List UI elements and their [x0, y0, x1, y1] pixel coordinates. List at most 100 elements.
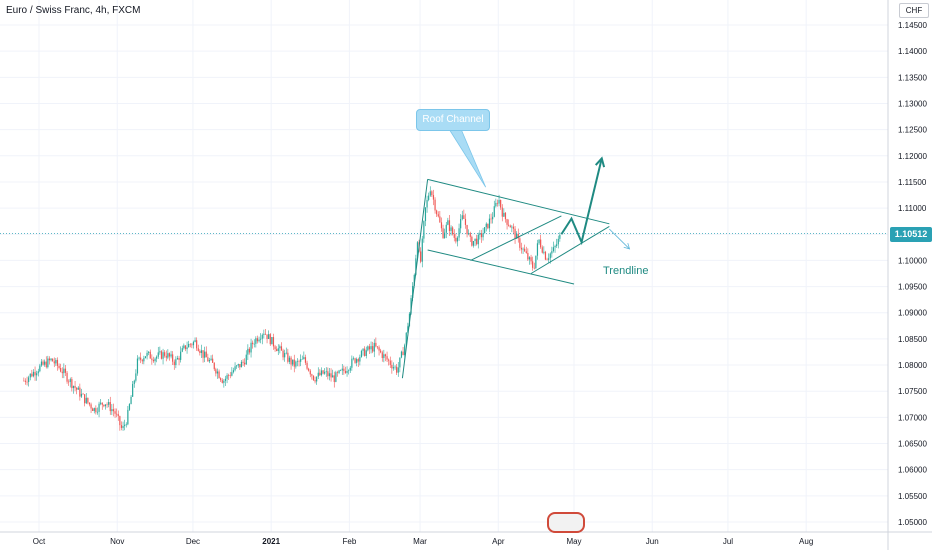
candle-body: [452, 227, 454, 235]
candle-body: [349, 367, 351, 371]
candle-body: [135, 373, 137, 381]
candle-body: [504, 212, 507, 220]
candle-body: [335, 372, 337, 382]
x-tick-label: Jun: [646, 537, 659, 546]
candle-body: [244, 362, 246, 365]
candle-body: [328, 373, 331, 377]
candle-body: [464, 218, 467, 225]
candle-body: [527, 252, 529, 260]
candle-body: [544, 251, 547, 260]
candle-body: [154, 358, 156, 362]
y-tick-label: 1.05000: [898, 518, 927, 527]
candle-body: [482, 233, 484, 238]
breakdown-arrow-line: [609, 228, 630, 250]
candle-body: [346, 370, 348, 373]
candle-body: [384, 354, 387, 357]
candle-body: [104, 404, 107, 407]
x-tick-label: Feb: [343, 537, 357, 546]
x-tick-label: May: [566, 537, 581, 546]
candle-body: [400, 351, 403, 358]
candle-body: [111, 409, 113, 412]
y-tick-label: 1.07000: [898, 413, 927, 422]
candle-body: [208, 360, 211, 362]
candle-body: [220, 378, 222, 381]
candle-body: [375, 342, 377, 347]
roof-lower-line: [427, 249, 575, 285]
candle-body: [293, 359, 295, 367]
candle-body: [250, 342, 252, 353]
candle-body: [159, 351, 161, 353]
candle-body: [357, 359, 359, 362]
candle-body: [274, 346, 276, 350]
candle-body: [127, 409, 129, 425]
candle-body: [356, 359, 358, 363]
candle-body: [320, 370, 323, 376]
y-tick-label: 1.06000: [898, 466, 927, 475]
candle-body: [436, 210, 438, 215]
candle-body: [256, 338, 259, 342]
candle-body: [447, 220, 449, 225]
candle-body: [223, 380, 225, 383]
candle-body: [236, 365, 238, 367]
candle-body: [383, 354, 385, 359]
candle-body: [229, 375, 231, 377]
candle-body: [82, 393, 84, 395]
watermark-logo: [547, 512, 585, 533]
candle-body: [112, 409, 115, 412]
candle-body: [172, 354, 174, 362]
candle-body: [23, 380, 25, 382]
candle-body: [330, 373, 332, 378]
candle-body: [55, 359, 57, 364]
candle-body: [130, 396, 132, 405]
candle-body: [160, 351, 163, 359]
candle-body: [516, 233, 518, 239]
candle-body: [359, 356, 361, 362]
candle-body: [69, 379, 71, 382]
candle-body: [277, 348, 279, 352]
candle-body: [255, 338, 257, 344]
currency-badge[interactable]: CHF: [899, 3, 929, 18]
candle-body: [343, 368, 345, 371]
symbol-title: Euro / Swiss Franc, 4h, FXCM: [6, 5, 141, 16]
candle-body: [546, 259, 548, 261]
candle-body: [290, 357, 292, 365]
candle-body: [52, 358, 54, 362]
candle-body: [450, 227, 452, 231]
candle-body: [140, 357, 142, 360]
candle-body: [487, 223, 489, 229]
candle-body: [34, 371, 36, 376]
roof-channel-callout[interactable]: Roof Channel: [416, 109, 490, 131]
x-tick-label: Aug: [799, 537, 813, 546]
candle-body: [376, 346, 379, 348]
candle-body: [559, 234, 561, 239]
candle-body: [420, 251, 422, 262]
candle-body: [556, 244, 558, 246]
candle-body: [415, 258, 417, 275]
candle-body: [136, 358, 139, 374]
candle-body: [245, 354, 247, 365]
trendline-label[interactable]: Trendline: [603, 265, 649, 277]
candle-body: [204, 351, 206, 358]
candle-body: [132, 384, 134, 397]
candle-body: [503, 212, 505, 217]
candle-body: [344, 370, 347, 373]
candle-body: [71, 379, 73, 389]
candle-body: [549, 253, 551, 259]
y-tick-label: 1.10000: [898, 256, 927, 265]
candle-body: [37, 371, 39, 374]
candle-body: [480, 233, 483, 238]
candle-body: [92, 408, 94, 412]
candle-body: [186, 347, 188, 350]
callout-pointer: [448, 128, 487, 188]
candle-body: [72, 385, 75, 389]
candle-body: [64, 368, 67, 373]
candle-body: [410, 297, 412, 314]
candle-body: [40, 361, 43, 366]
candle-body: [114, 411, 116, 414]
candle-body: [96, 411, 99, 413]
candle-body: [116, 413, 118, 415]
candle-body: [285, 352, 287, 354]
candle-body: [351, 358, 353, 368]
candle-body: [263, 333, 265, 335]
